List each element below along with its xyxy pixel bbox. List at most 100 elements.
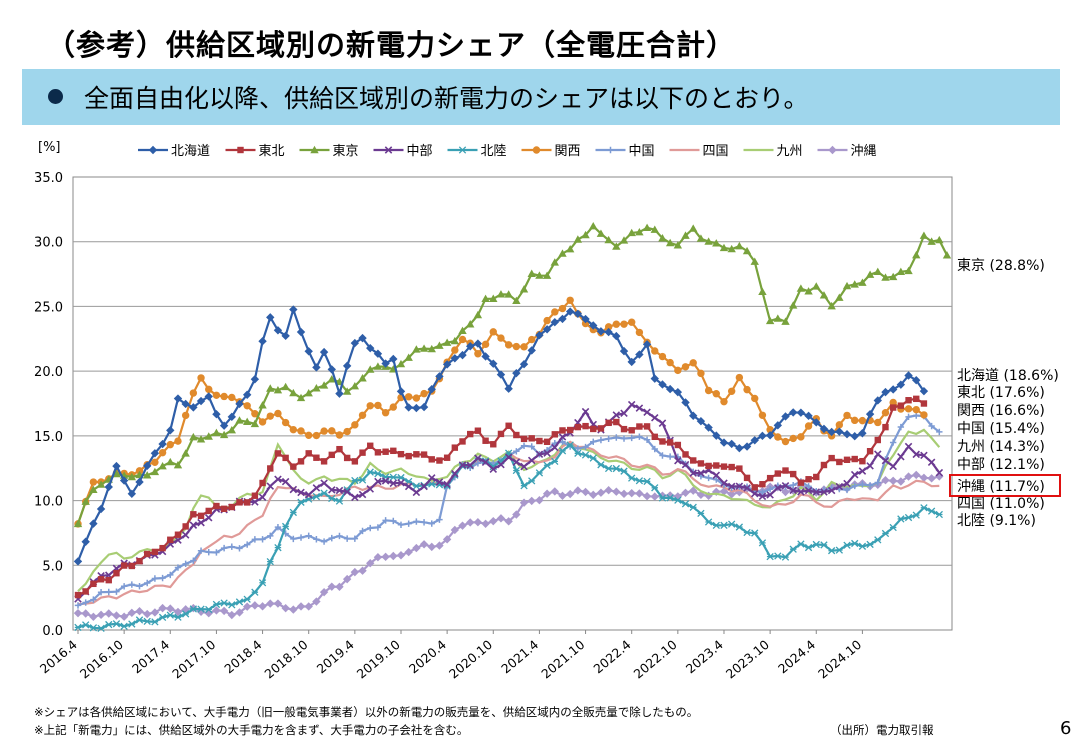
data-point bbox=[297, 534, 305, 541]
data-point bbox=[305, 431, 313, 440]
data-point bbox=[658, 494, 667, 502]
data-point bbox=[474, 427, 482, 434]
data-point bbox=[727, 439, 736, 449]
data-point bbox=[720, 521, 728, 529]
plot-area bbox=[72, 176, 953, 631]
data-point bbox=[282, 454, 289, 462]
data-point bbox=[97, 576, 105, 583]
data-point bbox=[235, 416, 244, 424]
data-point bbox=[473, 518, 483, 527]
data-point bbox=[735, 523, 744, 531]
data-point bbox=[181, 531, 190, 539]
data-point bbox=[205, 385, 213, 394]
data-point bbox=[136, 557, 143, 565]
data-point bbox=[113, 570, 120, 577]
data-point bbox=[842, 430, 852, 439]
data-point bbox=[151, 548, 159, 556]
footnote-2: ※上記「新電力」には、供給区域外の大手電力を含まず、大手電力の子会社を含む。 bbox=[34, 723, 469, 737]
data-point bbox=[689, 469, 697, 477]
data-point bbox=[104, 609, 113, 618]
data-point bbox=[258, 337, 267, 346]
data-point bbox=[543, 438, 551, 445]
data-point bbox=[428, 520, 435, 527]
data-point bbox=[228, 503, 236, 511]
data-point bbox=[296, 602, 306, 611]
data-point bbox=[543, 449, 551, 457]
data-point bbox=[296, 327, 306, 337]
data-point bbox=[666, 439, 674, 446]
data-point bbox=[273, 326, 283, 335]
y-axis-unit: [%] bbox=[38, 140, 61, 155]
data-point bbox=[290, 463, 297, 470]
data-point bbox=[689, 486, 698, 495]
data-point bbox=[527, 346, 536, 355]
data-point bbox=[104, 482, 113, 492]
data-point bbox=[874, 418, 882, 427]
data-point bbox=[358, 490, 367, 499]
data-point bbox=[304, 388, 313, 397]
data-point bbox=[327, 365, 336, 374]
data-point bbox=[519, 285, 529, 293]
data-point bbox=[542, 325, 552, 334]
data-point bbox=[874, 436, 881, 444]
legend-label: 北陸 bbox=[481, 143, 507, 159]
data-point bbox=[358, 411, 367, 419]
data-point bbox=[182, 610, 190, 618]
data-point bbox=[735, 443, 744, 453]
data-point bbox=[882, 423, 889, 431]
data-point bbox=[489, 516, 498, 526]
data-point bbox=[774, 433, 782, 441]
data-point bbox=[227, 610, 237, 620]
data-point bbox=[351, 493, 359, 502]
data-point bbox=[574, 445, 582, 452]
x-tick-label: 2022.10 bbox=[631, 637, 680, 682]
data-point bbox=[135, 607, 144, 616]
data-point bbox=[351, 458, 359, 465]
data-point bbox=[335, 486, 344, 495]
y-tick-label: 10.0 bbox=[34, 495, 63, 510]
data-point bbox=[513, 431, 520, 439]
data-point bbox=[389, 479, 398, 488]
data-point bbox=[612, 320, 621, 328]
data-point bbox=[96, 504, 106, 514]
data-point bbox=[266, 599, 275, 608]
data-point bbox=[181, 605, 190, 614]
x-tick-label: 2020.4 bbox=[406, 637, 449, 677]
data-point bbox=[450, 354, 460, 363]
data-point bbox=[804, 411, 813, 421]
data-point bbox=[850, 470, 859, 479]
x-tick-label: 2017.4 bbox=[129, 637, 172, 677]
data-point bbox=[350, 338, 360, 348]
data-point bbox=[612, 411, 621, 419]
data-point bbox=[720, 463, 728, 470]
data-point bbox=[520, 462, 528, 471]
data-point bbox=[81, 497, 90, 505]
data-point bbox=[504, 384, 513, 393]
data-point bbox=[742, 442, 752, 451]
end-label-沖縄: 沖縄 (11.7%) bbox=[957, 479, 1045, 495]
data-point bbox=[827, 427, 836, 437]
data-point bbox=[881, 529, 890, 538]
series-line bbox=[77, 443, 940, 630]
data-point bbox=[866, 447, 874, 455]
data-point bbox=[582, 422, 589, 430]
data-point bbox=[904, 371, 913, 380]
data-point bbox=[150, 467, 160, 476]
data-point bbox=[351, 535, 359, 542]
data-point bbox=[889, 404, 897, 411]
data-point bbox=[635, 227, 644, 236]
data-point bbox=[450, 336, 460, 345]
data-point bbox=[712, 487, 721, 496]
data-point bbox=[859, 481, 866, 488]
series-line bbox=[77, 403, 941, 600]
data-point bbox=[227, 426, 237, 434]
data-point bbox=[858, 416, 867, 425]
data-point bbox=[781, 317, 790, 325]
x-tick-label: 2020.10 bbox=[446, 637, 495, 682]
data-point bbox=[658, 234, 667, 242]
data-point bbox=[374, 449, 382, 456]
legend-item-四国: 四国 bbox=[669, 144, 729, 159]
data-point bbox=[820, 488, 828, 496]
data-point bbox=[789, 434, 797, 443]
data-point bbox=[413, 518, 420, 525]
